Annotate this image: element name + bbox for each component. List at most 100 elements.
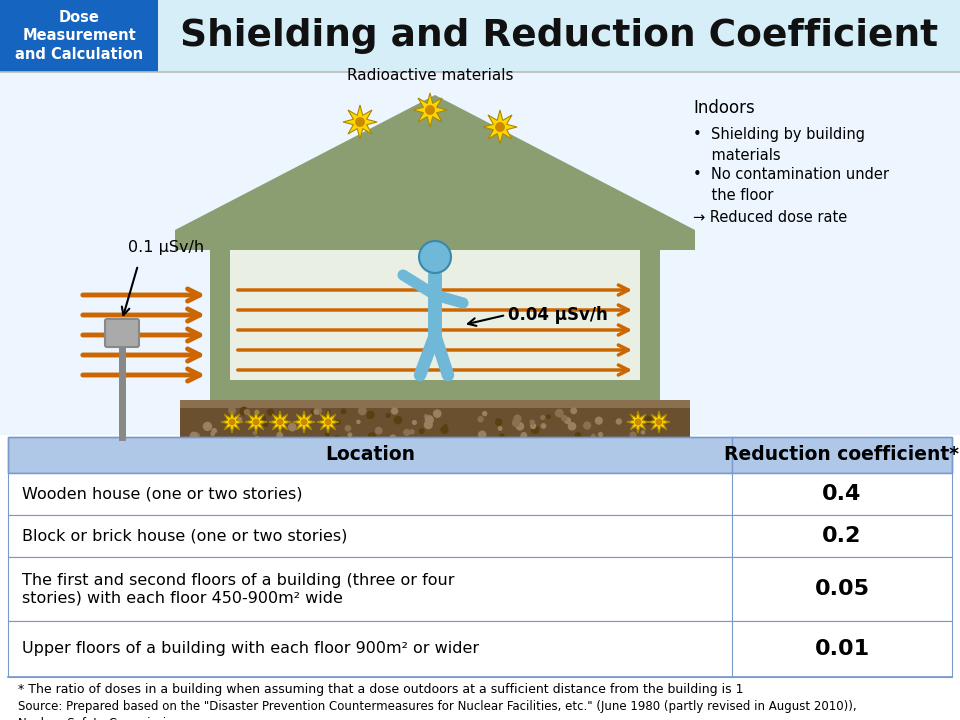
Circle shape xyxy=(264,423,268,426)
Circle shape xyxy=(326,410,330,414)
Circle shape xyxy=(521,433,527,438)
Circle shape xyxy=(193,433,200,440)
Circle shape xyxy=(277,419,283,425)
Text: 0.1 μSv/h: 0.1 μSv/h xyxy=(128,240,204,255)
Polygon shape xyxy=(269,411,291,433)
Text: 0.4: 0.4 xyxy=(823,484,862,504)
Polygon shape xyxy=(317,411,339,433)
Circle shape xyxy=(315,408,322,414)
Circle shape xyxy=(478,417,483,422)
Circle shape xyxy=(514,415,521,422)
Circle shape xyxy=(641,431,644,434)
Circle shape xyxy=(444,425,447,428)
Circle shape xyxy=(584,422,590,429)
Circle shape xyxy=(419,241,451,273)
Text: Indoors: Indoors xyxy=(693,99,755,117)
Circle shape xyxy=(367,411,374,418)
Circle shape xyxy=(334,436,340,441)
Circle shape xyxy=(237,418,242,422)
Circle shape xyxy=(253,419,259,425)
Text: •  No contamination under
    the floor: • No contamination under the floor xyxy=(693,167,889,203)
Circle shape xyxy=(228,408,235,414)
Text: * The ratio of doses in a building when assuming that a dose outdoors at a suffi: * The ratio of doses in a building when … xyxy=(18,683,743,696)
Circle shape xyxy=(562,415,566,420)
Circle shape xyxy=(267,409,274,415)
Circle shape xyxy=(568,423,576,430)
Polygon shape xyxy=(343,105,377,139)
Circle shape xyxy=(410,430,414,434)
Circle shape xyxy=(280,424,284,427)
FancyBboxPatch shape xyxy=(180,400,690,442)
Circle shape xyxy=(635,424,638,428)
Circle shape xyxy=(556,410,563,417)
Circle shape xyxy=(348,433,351,436)
Circle shape xyxy=(342,409,346,413)
Circle shape xyxy=(547,415,550,418)
Circle shape xyxy=(434,410,441,418)
FancyBboxPatch shape xyxy=(8,557,952,621)
FancyBboxPatch shape xyxy=(230,230,640,380)
Circle shape xyxy=(591,434,595,438)
Circle shape xyxy=(479,431,486,438)
Text: 0.01: 0.01 xyxy=(814,639,870,659)
Text: Wooden house (one or two stories): Wooden house (one or two stories) xyxy=(22,487,302,502)
Circle shape xyxy=(424,421,432,428)
Circle shape xyxy=(229,419,235,425)
Circle shape xyxy=(630,432,636,438)
Circle shape xyxy=(314,410,319,414)
Text: Block or brick house (one or two stories): Block or brick house (one or two stories… xyxy=(22,528,348,544)
Text: 0.2: 0.2 xyxy=(823,526,862,546)
Polygon shape xyxy=(175,230,695,250)
Text: The first and second floors of a building (three or four
stories) with each floo: The first and second floors of a buildin… xyxy=(22,573,454,606)
Text: 0.04 μSv/h: 0.04 μSv/h xyxy=(508,306,608,324)
FancyBboxPatch shape xyxy=(8,621,952,677)
Polygon shape xyxy=(221,411,243,433)
Circle shape xyxy=(311,410,315,414)
Circle shape xyxy=(325,419,331,425)
Circle shape xyxy=(575,433,581,438)
Text: → Reduced dose rate: → Reduced dose rate xyxy=(693,210,848,225)
Circle shape xyxy=(531,423,536,428)
Polygon shape xyxy=(413,93,447,127)
Circle shape xyxy=(357,420,360,423)
Circle shape xyxy=(616,419,621,424)
Circle shape xyxy=(254,436,259,441)
Circle shape xyxy=(390,435,396,441)
Circle shape xyxy=(513,419,519,426)
Circle shape xyxy=(500,434,504,438)
Circle shape xyxy=(564,418,570,423)
Circle shape xyxy=(386,413,390,418)
Circle shape xyxy=(571,408,576,413)
Text: Shielding and Reduction Coefficient: Shielding and Reduction Coefficient xyxy=(180,18,938,54)
Polygon shape xyxy=(483,110,517,144)
Circle shape xyxy=(375,428,382,434)
Circle shape xyxy=(483,412,487,415)
Circle shape xyxy=(657,419,661,425)
FancyBboxPatch shape xyxy=(0,0,158,72)
Text: Radioactive materials: Radioactive materials xyxy=(347,68,514,83)
Circle shape xyxy=(240,408,248,415)
Text: •  Shielding by building
    materials: • Shielding by building materials xyxy=(693,127,865,163)
Circle shape xyxy=(425,106,434,114)
Circle shape xyxy=(336,420,340,424)
Circle shape xyxy=(645,417,652,424)
FancyBboxPatch shape xyxy=(180,400,690,408)
Circle shape xyxy=(636,419,640,425)
Circle shape xyxy=(420,429,424,433)
Circle shape xyxy=(204,423,211,431)
FancyBboxPatch shape xyxy=(8,515,952,557)
Circle shape xyxy=(255,410,259,414)
Circle shape xyxy=(424,415,428,418)
Text: Source: Prepared based on the "Disaster Prevention Countermeasures for Nuclear F: Source: Prepared based on the "Disaster … xyxy=(18,700,856,720)
Circle shape xyxy=(245,410,250,415)
Circle shape xyxy=(532,426,539,433)
Circle shape xyxy=(498,427,502,431)
Text: Dose
Measurement
and Calculation: Dose Measurement and Calculation xyxy=(15,10,143,62)
FancyBboxPatch shape xyxy=(210,380,660,400)
Polygon shape xyxy=(627,411,649,433)
Circle shape xyxy=(425,416,433,423)
Text: 0.05: 0.05 xyxy=(814,579,870,599)
Circle shape xyxy=(495,419,502,426)
Text: Upper floors of a building with each floor 900m² or wider: Upper floors of a building with each flo… xyxy=(22,642,479,657)
Circle shape xyxy=(325,433,329,436)
